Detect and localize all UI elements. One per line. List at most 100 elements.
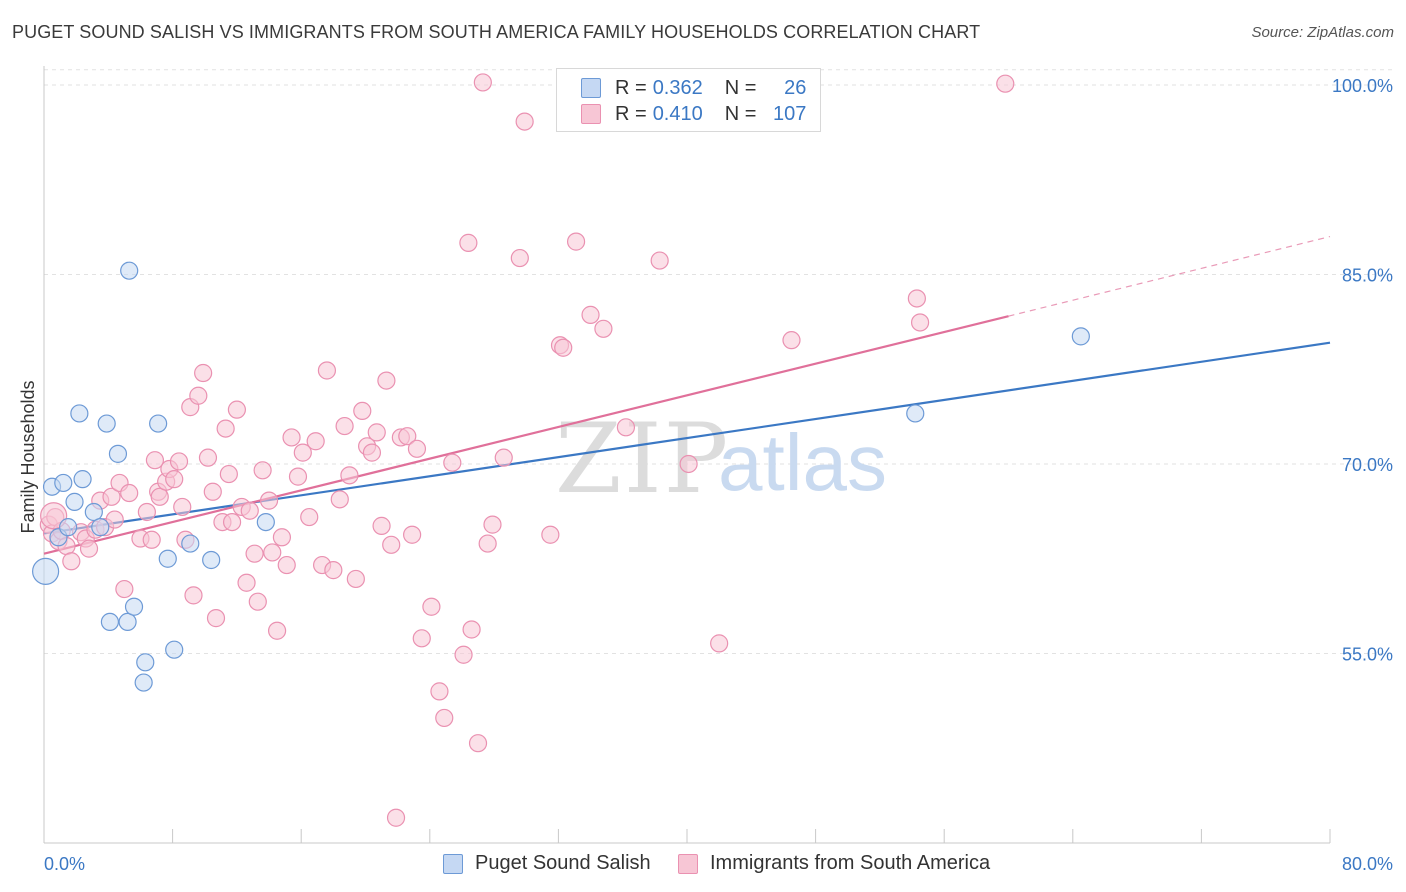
series-legend: Puget Sound Salish Immigrants from South… [0,852,1406,878]
legend-n-value: 107 [773,102,807,125]
data-point [340,466,359,485]
data-point [459,233,478,252]
data-point [62,552,81,571]
trend-line [43,315,1009,555]
data-point [650,251,669,270]
data-point [137,502,156,522]
data-point [203,482,222,501]
watermark: ZIP atlas [555,403,887,515]
data-point [566,232,586,251]
y-tick-label: 85.0% [1342,265,1393,285]
x-tick-label: 80.0% [1342,854,1393,874]
legend-n-label: N = [724,102,757,125]
data-point [377,371,396,390]
data-point [906,404,925,423]
data-point [510,248,529,268]
data-point [237,573,256,592]
data-point [79,539,99,558]
grid-lines [44,69,1392,654]
data-point [100,612,120,632]
data-points [32,73,1090,827]
data-point [594,319,613,338]
data-point [169,452,189,471]
data-point [145,451,165,470]
data-point [317,361,337,380]
data-point [150,487,169,506]
data-point [105,510,124,529]
data-point [149,414,168,433]
data-point [367,423,386,442]
data-point [300,507,319,527]
x-tick-label: 0.0% [44,854,85,874]
data-point [996,74,1015,93]
data-point [181,534,200,553]
data-point [59,518,78,537]
y-tick-label: 55.0% [1342,644,1393,664]
data-point [124,597,144,616]
data-point [293,443,312,462]
data-point [115,579,134,599]
data-point [216,419,235,438]
y-tick-label: 70.0% [1342,455,1393,475]
data-point [554,338,573,357]
data-point [382,535,401,554]
data-point [165,470,184,489]
data-point [102,487,121,506]
tick-labels: 55.0% 70.0% 85.0% 100.0% 0.0% 80.0% [44,76,1393,874]
data-point [32,557,60,585]
legend-row-pink: R = 0.410 N = 107 [581,101,806,127]
data-point [198,448,218,467]
data-point [710,634,729,653]
data-point [118,612,137,632]
data-point [782,331,801,350]
legend-n-label: N = [724,76,757,99]
data-point [136,653,155,672]
legend-row-blue: R = 0.362 N = 26 [581,75,806,101]
data-point [219,464,238,484]
data-point [259,491,279,510]
data-point [282,428,301,447]
data-point [353,401,372,421]
data-point [40,502,68,530]
data-point [910,313,930,332]
legend-r-value: 0.410 [652,102,703,125]
data-point [430,682,449,701]
legend-r-value: 0.362 [652,76,703,99]
data-point [386,808,406,827]
data-point [84,502,103,522]
data-point [679,454,698,474]
data-point [73,470,92,489]
trend-line-extension [1008,235,1331,317]
axes [43,66,1331,844]
trend-lines [43,235,1331,555]
legend-swatch-blue [581,78,601,98]
data-point [403,525,422,544]
data-point [158,549,177,568]
data-point [483,515,502,534]
data-point [91,518,110,537]
watermark-zip: ZIP [555,403,730,515]
data-point [443,453,462,472]
y-tick-label: 100.0% [1332,76,1393,96]
data-point [462,620,481,639]
legend-n-value: 26 [784,76,807,99]
data-point [372,516,391,535]
data-point [206,609,226,628]
legend-r-label: R = [615,76,647,99]
chart-title: PUGET SOUND SALISH VS IMMIGRANTS FROM SO… [12,22,981,42]
data-point [240,501,259,520]
data-point [478,534,497,553]
series-legend-item-salish[interactable]: Puget Sound Salish [443,852,651,875]
data-point [134,673,153,692]
data-point [330,490,349,509]
data-point [142,530,161,549]
data-point [65,492,84,511]
series-legend-item-south-america[interactable]: Immigrants from South America [678,852,990,875]
data-point [70,404,89,423]
legend-r-label: R = [615,102,647,125]
data-point [581,305,600,324]
data-point [272,528,292,547]
data-point [108,444,128,463]
series-legend-label: Puget Sound Salish [475,852,651,874]
series-swatch-blue [443,853,463,874]
